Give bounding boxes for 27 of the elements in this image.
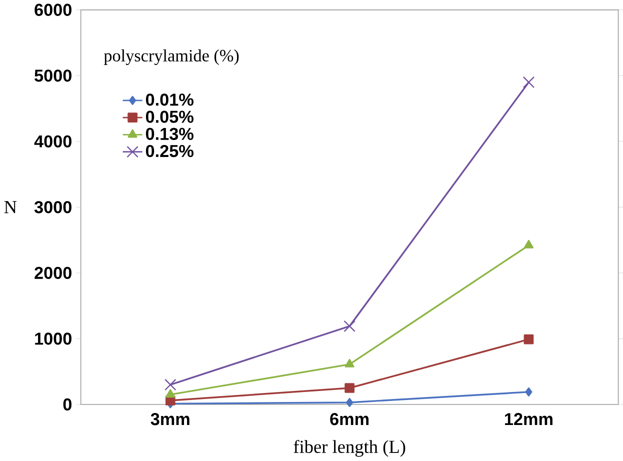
y-tick-label: 6000 bbox=[34, 4, 72, 16]
legend-label: 0.05% bbox=[146, 110, 194, 124]
point bbox=[166, 389, 176, 398]
x-axis-title: fiber length (L) bbox=[294, 440, 406, 457]
point bbox=[525, 388, 532, 397]
y-tick-label: 1000 bbox=[35, 332, 72, 345]
y-axis-title: N bbox=[4, 201, 17, 214]
y-tick-label: 0 bbox=[63, 398, 72, 411]
point bbox=[164, 379, 176, 391]
legend-label: 0.01% bbox=[146, 94, 194, 106]
point bbox=[346, 398, 354, 408]
point bbox=[344, 320, 356, 332]
x-tick-label: 3mm bbox=[150, 413, 190, 426]
x-tick-label: 6mm bbox=[330, 413, 369, 426]
legend-label: 0.13% bbox=[146, 128, 194, 140]
y-tick-label: 4000 bbox=[34, 136, 72, 148]
point bbox=[523, 76, 534, 88]
point bbox=[344, 383, 354, 394]
point bbox=[524, 240, 534, 249]
legend-title: polyscrylamide (%) bbox=[104, 50, 239, 66]
y-tick-label: 5000 bbox=[34, 70, 72, 82]
y-tick-label: 2000 bbox=[34, 267, 72, 280]
x-tick-label: 12mm bbox=[505, 413, 552, 426]
legend-label: 0.25% bbox=[146, 145, 194, 158]
y-tick-label: 3000 bbox=[34, 201, 72, 214]
point bbox=[524, 334, 534, 344]
point bbox=[344, 359, 354, 368]
